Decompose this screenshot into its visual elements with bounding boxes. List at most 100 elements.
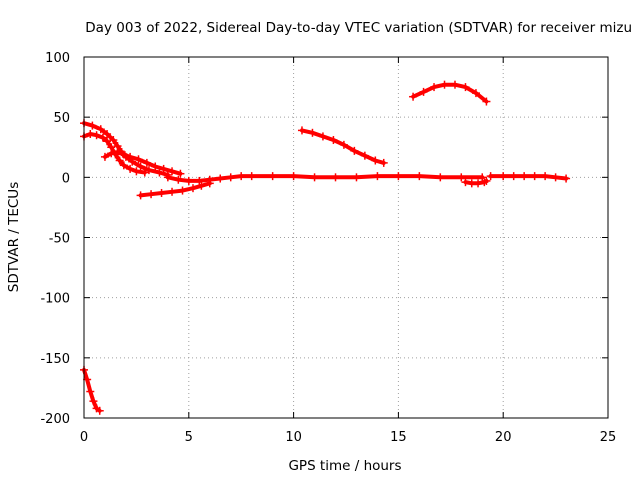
data-point <box>86 130 95 139</box>
data-point <box>268 172 277 181</box>
data-point <box>562 174 571 183</box>
data-point <box>109 136 118 145</box>
data-point <box>168 187 177 196</box>
plot-frame <box>83 56 609 419</box>
data-point <box>147 190 156 199</box>
data-point <box>136 191 145 200</box>
series-arc-10 <box>486 172 571 183</box>
data-point <box>95 406 104 415</box>
data-point <box>520 172 529 181</box>
data-point <box>188 184 197 193</box>
series-arc-9 <box>409 80 491 106</box>
data-point <box>509 172 518 181</box>
data-point <box>482 97 491 106</box>
data-point <box>142 158 151 167</box>
x-tick-label: 5 <box>185 430 193 445</box>
series-arc-2 <box>80 119 172 179</box>
data-point <box>197 181 206 190</box>
data-point <box>419 87 428 96</box>
series-arc-7 <box>461 176 491 188</box>
y-tick-label: -100 <box>40 292 70 307</box>
data-point <box>436 173 445 182</box>
y-tick-label: -150 <box>40 352 70 367</box>
data-point <box>132 167 141 176</box>
x-tick-label: 0 <box>80 430 88 445</box>
y-tick-label: 50 <box>53 111 70 126</box>
data-point <box>107 149 116 158</box>
data-point <box>134 155 143 164</box>
data-point <box>237 172 246 181</box>
data-point <box>360 151 369 160</box>
data-point <box>113 148 122 157</box>
data-point <box>103 137 112 146</box>
data-point <box>551 173 560 182</box>
x-tick-label: 20 <box>495 430 512 445</box>
data-point <box>86 387 95 396</box>
data-point <box>339 140 348 149</box>
data-point <box>457 173 466 182</box>
series-arc-1 <box>80 365 104 415</box>
data-point <box>308 128 317 137</box>
data-point <box>486 172 495 181</box>
data-point <box>126 152 135 161</box>
series-arc-5 <box>136 179 214 200</box>
data-point <box>159 164 168 173</box>
data-point <box>352 173 361 182</box>
data-point <box>176 169 185 178</box>
data-point <box>297 126 306 135</box>
data-point <box>440 80 449 89</box>
data-point <box>184 176 193 185</box>
data-point <box>310 173 319 182</box>
data-point <box>119 161 128 170</box>
series-line <box>300 128 386 165</box>
data-point <box>247 172 256 181</box>
data-point <box>478 173 487 182</box>
data-point <box>331 173 340 182</box>
data-series <box>80 80 571 415</box>
y-axis-title: SDTVAR / TECUs <box>6 182 22 292</box>
data-point <box>499 172 508 181</box>
data-point <box>115 156 124 165</box>
data-point <box>119 150 128 159</box>
data-point <box>126 164 135 173</box>
data-point <box>541 172 550 181</box>
data-point <box>163 173 172 182</box>
chart-title: Day 003 of 2022, Sidereal Day-to-day VTE… <box>85 20 632 36</box>
data-point <box>450 80 459 89</box>
data-point <box>415 172 424 181</box>
data-point <box>530 172 539 181</box>
data-point <box>373 172 382 181</box>
data-point <box>409 92 418 101</box>
x-axis-title: GPS time / hours <box>288 458 401 474</box>
data-point <box>140 168 149 177</box>
data-point <box>168 167 177 176</box>
grid-lines <box>84 57 608 418</box>
data-point <box>96 125 105 134</box>
data-point <box>155 168 164 177</box>
data-point <box>394 172 403 181</box>
series-line <box>165 174 485 183</box>
x-tick-label: 25 <box>600 430 617 445</box>
data-point <box>461 178 470 187</box>
data-point <box>100 152 109 161</box>
series-arc-8 <box>297 126 388 167</box>
data-point <box>205 175 214 184</box>
data-point <box>88 121 97 130</box>
data-point <box>371 156 380 165</box>
data-point <box>157 188 166 197</box>
data-point <box>430 83 439 92</box>
data-point <box>289 172 298 181</box>
series-arc-6 <box>163 172 487 185</box>
data-point <box>92 131 101 140</box>
data-point <box>144 166 153 175</box>
data-point <box>474 179 483 188</box>
data-point <box>136 162 145 171</box>
data-point <box>103 130 112 139</box>
y-tick-label: 0 <box>62 171 70 186</box>
axis-ticks: 0 5 10 15 20 25 -200 -150 -100 -50 0 50 100 <box>40 51 616 445</box>
series-line <box>411 82 489 104</box>
series-line <box>82 367 102 413</box>
data-point <box>89 397 98 406</box>
y-tick-label: 100 <box>45 51 70 66</box>
